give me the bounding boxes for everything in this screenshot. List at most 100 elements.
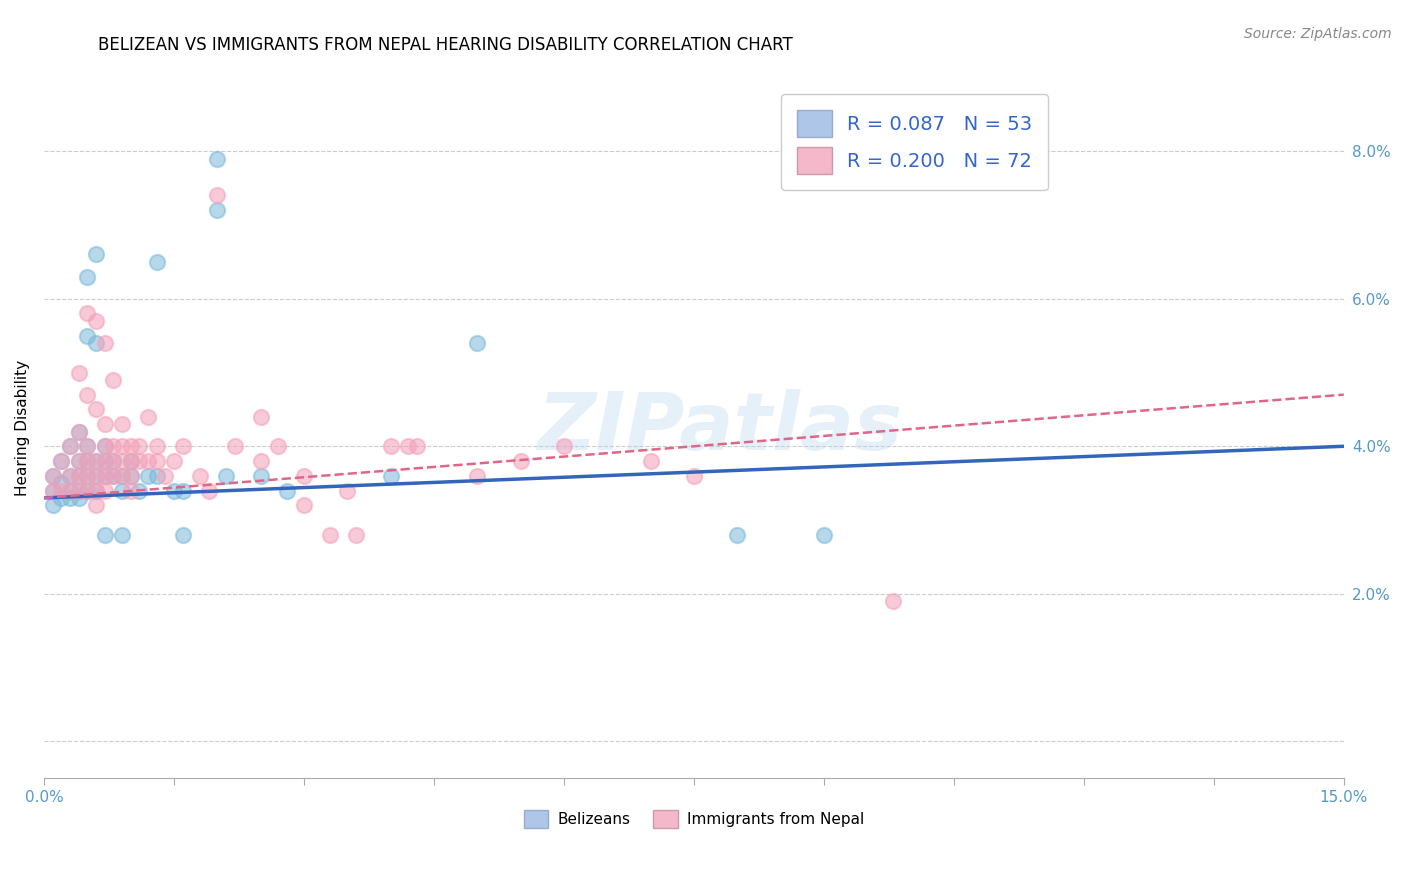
Point	[67, 366, 90, 380]
Point	[155, 468, 177, 483]
Point	[725, 528, 748, 542]
Point	[59, 468, 82, 483]
Point	[145, 439, 167, 453]
Point	[145, 468, 167, 483]
Point	[163, 483, 186, 498]
Point	[103, 468, 125, 483]
Point	[249, 454, 271, 468]
Point	[188, 468, 211, 483]
Point	[145, 454, 167, 468]
Point	[41, 468, 63, 483]
Point	[93, 468, 115, 483]
Point	[465, 468, 488, 483]
Point	[111, 468, 134, 483]
Point	[93, 468, 115, 483]
Point	[111, 439, 134, 453]
Point	[249, 468, 271, 483]
Point	[84, 454, 107, 468]
Point	[93, 528, 115, 542]
Point	[67, 468, 90, 483]
Point	[103, 468, 125, 483]
Point	[76, 439, 98, 453]
Point	[76, 468, 98, 483]
Point	[76, 454, 98, 468]
Point	[84, 314, 107, 328]
Y-axis label: Hearing Disability: Hearing Disability	[15, 359, 30, 496]
Point	[93, 417, 115, 431]
Point	[76, 328, 98, 343]
Point	[682, 468, 704, 483]
Point	[136, 409, 159, 424]
Point	[93, 483, 115, 498]
Point	[267, 439, 290, 453]
Text: BELIZEAN VS IMMIGRANTS FROM NEPAL HEARING DISABILITY CORRELATION CHART: BELIZEAN VS IMMIGRANTS FROM NEPAL HEARIN…	[98, 36, 793, 54]
Point	[640, 454, 662, 468]
Point	[172, 439, 194, 453]
Point	[205, 152, 228, 166]
Point	[67, 483, 90, 498]
Point	[111, 528, 134, 542]
Point	[292, 498, 315, 512]
Point	[76, 483, 98, 498]
Point	[59, 483, 82, 498]
Point	[67, 483, 90, 498]
Point	[93, 439, 115, 453]
Point	[249, 409, 271, 424]
Point	[59, 491, 82, 505]
Point	[84, 454, 107, 468]
Point	[51, 454, 73, 468]
Point	[84, 468, 107, 483]
Point	[111, 417, 134, 431]
Point	[380, 439, 402, 453]
Point	[145, 255, 167, 269]
Point	[67, 425, 90, 439]
Point	[84, 483, 107, 498]
Point	[59, 468, 82, 483]
Point	[103, 373, 125, 387]
Legend: Belizeans, Immigrants from Nepal: Belizeans, Immigrants from Nepal	[517, 804, 870, 834]
Point	[111, 468, 134, 483]
Point	[120, 468, 142, 483]
Point	[128, 439, 150, 453]
Point	[396, 439, 419, 453]
Point	[84, 247, 107, 261]
Point	[76, 468, 98, 483]
Point	[344, 528, 367, 542]
Point	[128, 483, 150, 498]
Point	[41, 483, 63, 498]
Point	[76, 439, 98, 453]
Point	[41, 468, 63, 483]
Text: Source: ZipAtlas.com: Source: ZipAtlas.com	[1244, 27, 1392, 41]
Point	[51, 476, 73, 491]
Point	[103, 454, 125, 468]
Point	[67, 468, 90, 483]
Point	[319, 528, 342, 542]
Point	[336, 483, 359, 498]
Point	[120, 439, 142, 453]
Point	[67, 454, 90, 468]
Point	[76, 483, 98, 498]
Point	[67, 425, 90, 439]
Point	[882, 594, 904, 608]
Point	[128, 454, 150, 468]
Point	[93, 454, 115, 468]
Point	[59, 483, 82, 498]
Point	[197, 483, 219, 498]
Point	[51, 483, 73, 498]
Text: ZIPatlas: ZIPatlas	[537, 389, 903, 467]
Point	[84, 336, 107, 351]
Point	[84, 402, 107, 417]
Point	[93, 439, 115, 453]
Point	[380, 468, 402, 483]
Point	[120, 483, 142, 498]
Point	[120, 454, 142, 468]
Point	[67, 454, 90, 468]
Point	[120, 468, 142, 483]
Point	[76, 454, 98, 468]
Point	[813, 528, 835, 542]
Point	[41, 498, 63, 512]
Point	[465, 336, 488, 351]
Point	[276, 483, 298, 498]
Point	[51, 454, 73, 468]
Point	[163, 454, 186, 468]
